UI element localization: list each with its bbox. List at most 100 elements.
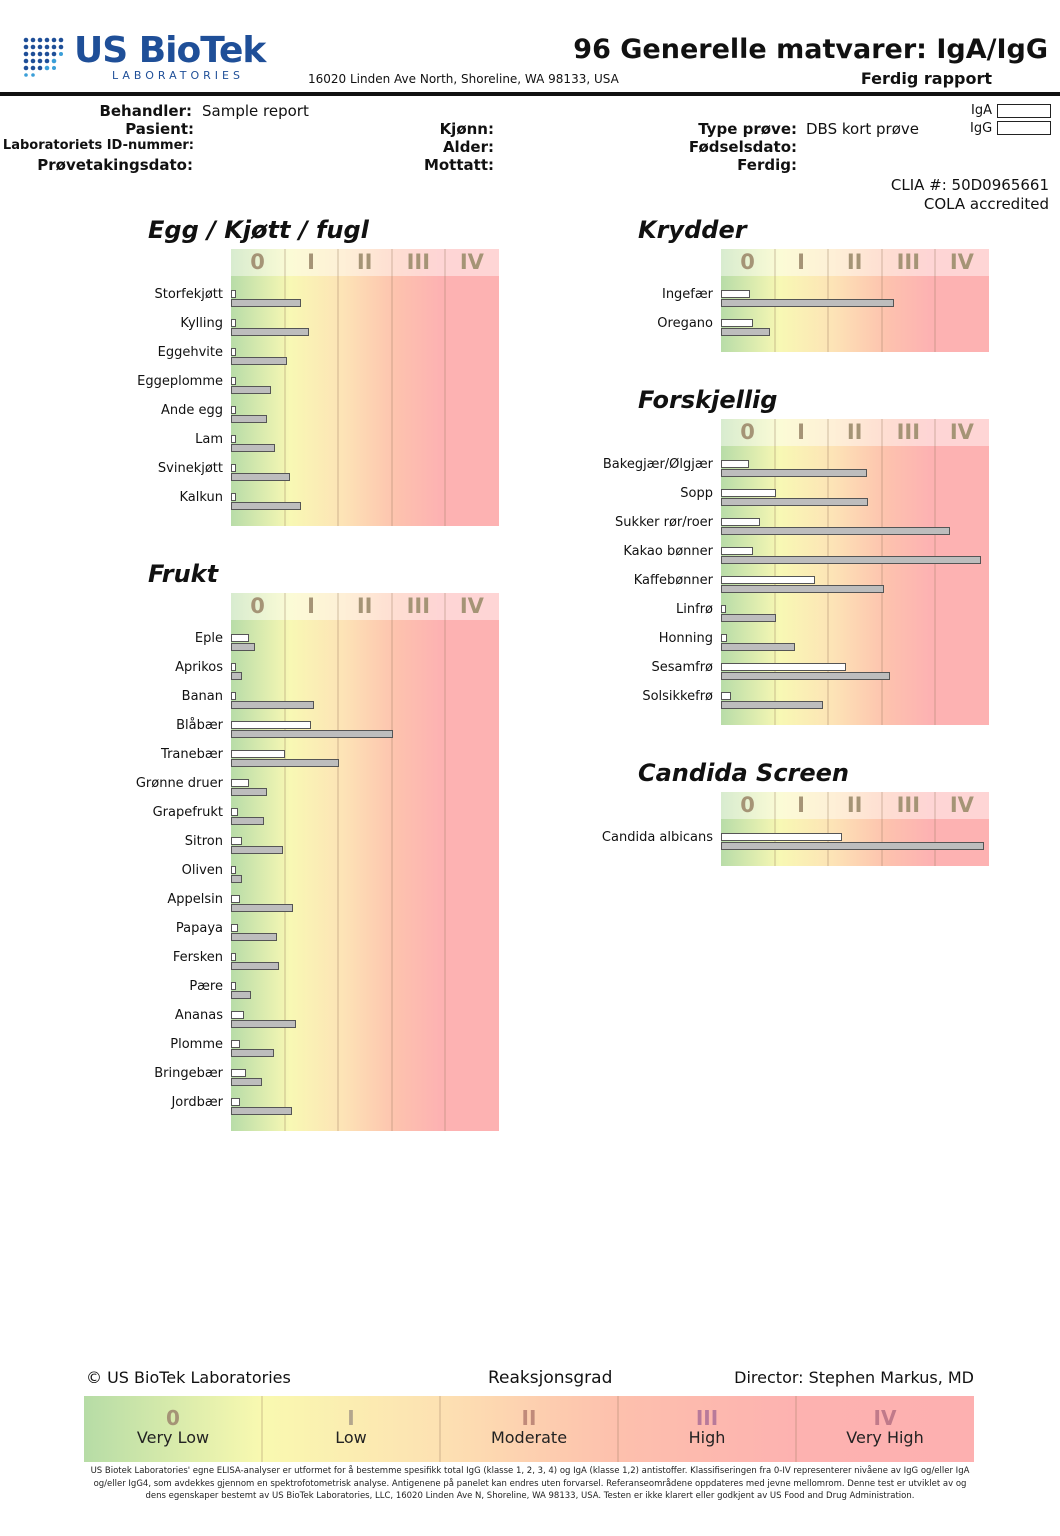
provider-label: Behandler:: [99, 102, 192, 120]
director: Director: Stephen Markus, MD: [734, 1368, 974, 1387]
legend-igg-swatch: [997, 121, 1051, 135]
igg-bar-ande-egg: [231, 415, 268, 423]
igg-bar-candida-albicans: [721, 842, 984, 850]
iga-bar-sitron: [231, 837, 242, 845]
iga-bar-p-re: [231, 982, 237, 990]
food-label-eple: Eple: [194, 631, 223, 646]
food-label-plomme: Plomme: [170, 1037, 223, 1052]
iga-bar-kakao-b-nner: [721, 547, 754, 555]
iga-bar-eple: [231, 634, 249, 642]
food-label-bakegj-r-lgj-r: Bakegjær/Ølgjær: [602, 457, 713, 472]
scale-class-number: 0: [166, 1406, 180, 1430]
iga-bar-ananas: [231, 1011, 244, 1019]
panel-title-frukt: Frukt: [148, 560, 219, 588]
class-gridline: [337, 249, 340, 526]
igg-bar-appelsin: [231, 904, 293, 912]
class-label-II: II: [846, 793, 863, 817]
food-label-svinekj-tt: Svinekjøtt: [157, 461, 223, 476]
scale-segment-0: 0 Very Low: [84, 1396, 262, 1462]
scale-segment-I: I Low: [262, 1396, 440, 1462]
igg-bar-p-re: [231, 991, 252, 999]
class-label-IV: IV: [459, 250, 484, 274]
igg-bar-eple: [231, 643, 256, 651]
food-label-aprikos: Aprikos: [175, 660, 223, 675]
scale-segment-II: II Moderate: [440, 1396, 618, 1462]
class-gridline: [880, 792, 883, 866]
igg-bar-sesamfr: [721, 672, 890, 680]
class-label-0: 0: [740, 793, 755, 817]
iga-bar-kaffeb-nner: [721, 576, 815, 584]
class-gridline: [934, 419, 937, 725]
class-gridline: [773, 419, 776, 725]
class-label-0: 0: [250, 250, 265, 274]
panel-header-band: [231, 249, 499, 276]
igg-bar-fersken: [231, 962, 280, 970]
accreditation-block: CLIA #: 50D0965661 COLA accredited: [891, 176, 1049, 214]
panel-title-candida-screen: Candida Screen: [638, 759, 850, 787]
igg-bar-ingef-r: [721, 299, 894, 307]
class-label-IV: IV: [459, 594, 484, 618]
igg-bar-sukker-r-r-roer: [721, 527, 951, 535]
igg-bar-traneb-r: [231, 759, 340, 767]
iga-bar-plomme: [231, 1040, 241, 1048]
igg-bar-banan: [231, 701, 315, 709]
igg-bar-aprikos: [231, 672, 242, 680]
igg-bar-oliven: [231, 875, 242, 883]
class-label-III: III: [896, 793, 921, 817]
completed-label: Ferdig:: [737, 156, 797, 174]
igg-bar-oregano: [721, 328, 771, 336]
scale-class-word: Low: [335, 1428, 367, 1447]
food-label-papaya: Papaya: [175, 921, 223, 936]
iga-bar-svinekj-tt: [231, 464, 237, 472]
igg-bar-eggeplomme: [231, 386, 272, 394]
cola-accredited: COLA accredited: [923, 195, 1049, 213]
class-gridline: [773, 792, 776, 866]
logo-subtext: LABORATORIES: [112, 69, 244, 82]
collection-date-label: Prøvetakingsdato:: [37, 156, 193, 174]
scale-divider: [617, 1396, 619, 1462]
igg-bar-papaya: [231, 933, 277, 941]
iga-bar-eggeplomme: [231, 377, 237, 385]
iga-bar-honning: [721, 634, 728, 642]
iga-bar-candida-albicans: [721, 833, 842, 841]
class-label-III: III: [896, 250, 921, 274]
igg-bar-kylling: [231, 328, 309, 336]
scale-class-word: High: [688, 1428, 726, 1447]
legend-iga-label: IgA: [971, 103, 992, 118]
age-label: Alder:: [442, 138, 494, 156]
report-title: 96 Generelle matvarer: IgA/IgG: [573, 34, 1048, 65]
class-label-I: I: [307, 594, 315, 618]
scale-divider: [439, 1396, 441, 1462]
iga-bar-bringeb-r: [231, 1069, 246, 1077]
disclaimer-text: US Biotek Laboratories' egne ELISA-analy…: [90, 1466, 970, 1501]
food-label-banan: Banan: [181, 689, 223, 704]
food-label-blab-r: Blåbær: [176, 718, 223, 733]
food-label-oliven: Oliven: [181, 863, 223, 878]
class-label-0: 0: [250, 594, 265, 618]
scale-class-word: Very High: [846, 1428, 924, 1447]
class-label-I: I: [797, 793, 805, 817]
scale-segment-IV: IV Very High: [796, 1396, 974, 1462]
food-label-eggeplomme: Eggeplomme: [137, 374, 223, 389]
panel-title-egg-kj-tt-fugl: Egg / Kjøtt / fugl: [148, 216, 369, 244]
iga-bar-aprikos: [231, 663, 237, 671]
class-label-IV: IV: [949, 250, 974, 274]
lab-address: 16020 Linden Ave North, Shoreline, WA 98…: [308, 72, 619, 86]
iga-bar-kylling: [231, 319, 237, 327]
iga-bar-bakegj-r-lgj-r: [721, 460, 749, 468]
igg-bar-blab-r: [231, 730, 393, 738]
iga-bar-kalkun: [231, 493, 237, 501]
food-label-appelsin: Appelsin: [167, 892, 223, 907]
iga-bar-eggehvite: [231, 348, 237, 356]
igg-bar-kaffeb-nner: [721, 585, 885, 593]
class-label-II: II: [846, 250, 863, 274]
dob-label: Fødselsdato:: [688, 138, 797, 156]
class-gridline: [390, 249, 393, 526]
igg-bar-grapefrukt: [231, 817, 265, 825]
igg-bar-linfr: [721, 614, 776, 622]
class-label-II: II: [846, 420, 863, 444]
igg-bar-bringeb-r: [231, 1078, 263, 1086]
igg-bar-kakao-b-nner: [721, 556, 982, 564]
igg-bar-svinekj-tt: [231, 473, 290, 481]
food-label-sitron: Sitron: [184, 834, 223, 849]
